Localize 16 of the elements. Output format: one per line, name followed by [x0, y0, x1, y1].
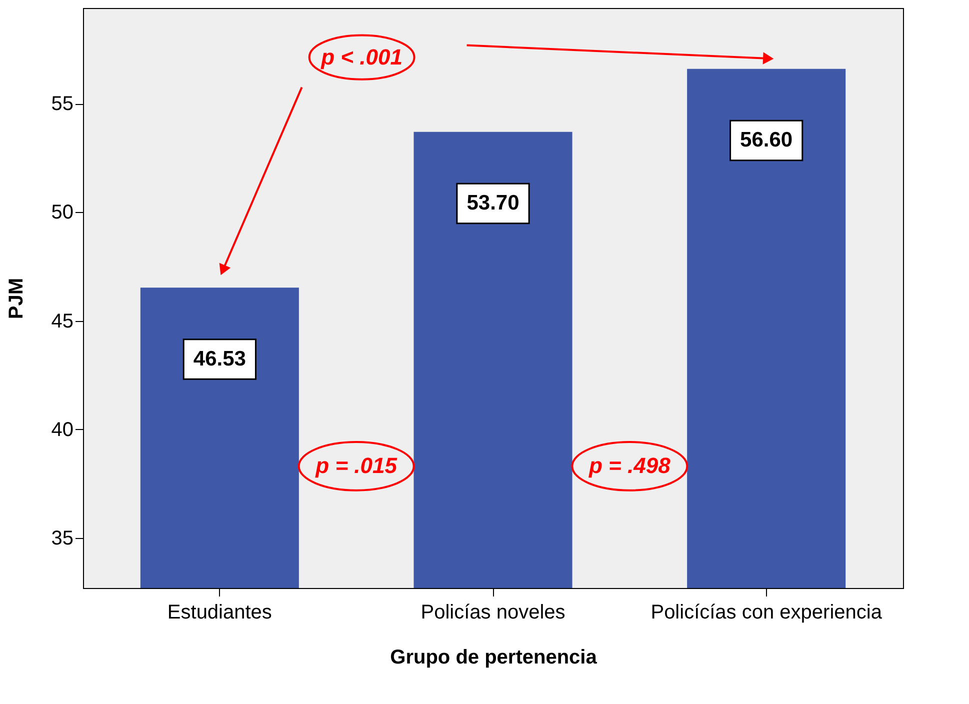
data-label: 53.70: [466, 192, 520, 215]
data-label: 56.60: [740, 128, 793, 152]
x-tick-label: Policías noveles: [420, 602, 566, 624]
annotation: p < .001: [320, 44, 402, 70]
y-tick-label: 40: [51, 418, 74, 441]
y-tick-label: 35: [51, 528, 74, 550]
annotation: p = .015: [314, 453, 398, 478]
data-label: 46.53: [193, 347, 246, 370]
annotation: p = .498: [588, 453, 672, 478]
y-axis-title: PJM: [5, 278, 28, 320]
x-tick-label: Policícías con experiencia: [650, 602, 883, 624]
x-tick-label: Estudiantes: [167, 602, 272, 624]
y-tick-label: 50: [51, 202, 74, 224]
y-tick-label: 45: [51, 310, 74, 332]
x-axis-title: Grupo de pertenencia: [390, 646, 598, 668]
y-tick-label: 55: [51, 93, 74, 116]
